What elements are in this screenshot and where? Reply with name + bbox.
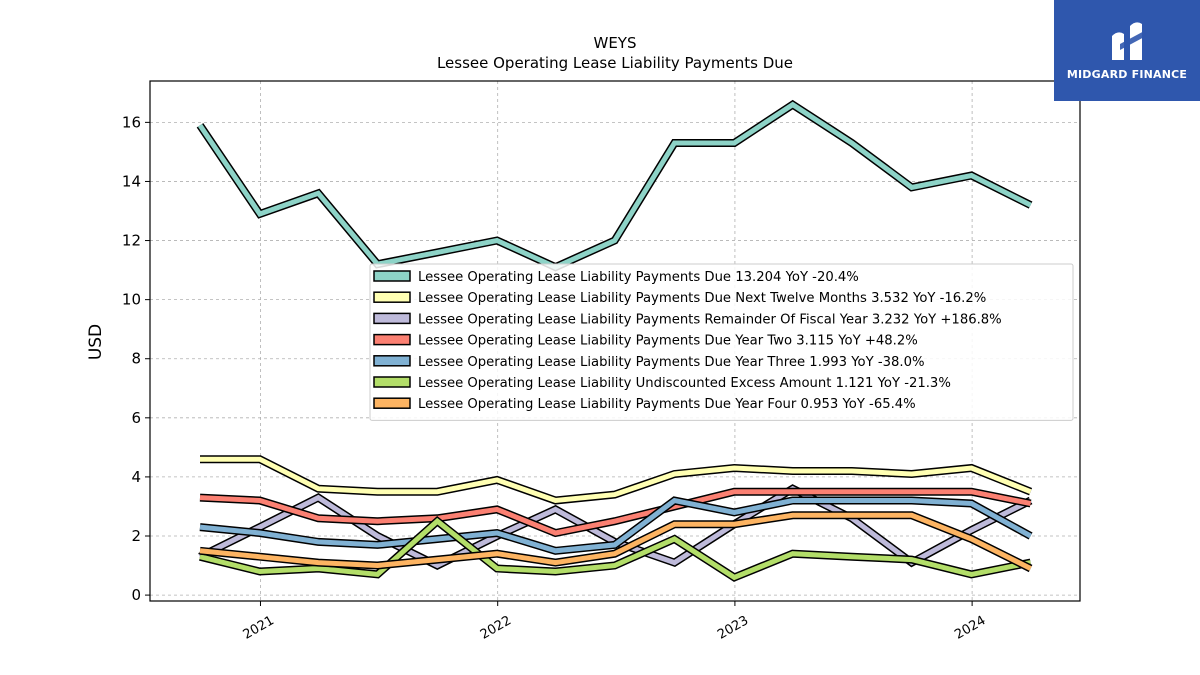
x-tick-label: 2023 xyxy=(715,613,751,643)
brand-name: MIDGARD FINANCE xyxy=(1066,68,1188,81)
chart-subtitle: Lessee Operating Lease Liability Payment… xyxy=(437,54,793,72)
x-tick-label: 2024 xyxy=(952,613,988,643)
legend-entry: Lessee Operating Lease Liability Payment… xyxy=(373,291,986,306)
legend-entry: Lessee Operating Lease Liability Payment… xyxy=(373,397,916,412)
legend-swatch xyxy=(373,291,411,303)
series-line xyxy=(199,512,1032,571)
legend-entry: Lessee Operating Lease Liability Payment… xyxy=(373,312,1002,327)
legend-swatch xyxy=(373,270,411,282)
legend-swatch xyxy=(373,312,411,325)
y-tick-label: 16 xyxy=(122,113,141,131)
legend-label: Lessee Operating Lease Liability Payment… xyxy=(418,312,1002,327)
series-7 xyxy=(199,511,1033,573)
y-tick-label: 14 xyxy=(122,172,141,190)
series-4 xyxy=(199,487,1032,538)
series-line xyxy=(199,489,1032,536)
y-tick-label: 6 xyxy=(131,409,141,427)
y-tick-label: 2 xyxy=(131,527,141,545)
series-1 xyxy=(196,99,1033,272)
series-line xyxy=(197,101,1032,270)
series-line xyxy=(199,497,1032,554)
y-tick-label: 12 xyxy=(122,232,141,250)
series-line xyxy=(199,517,1032,581)
legend-swatch xyxy=(373,397,411,409)
legend-swatch xyxy=(373,376,411,388)
x-tick-label: 2022 xyxy=(478,613,514,643)
legend-label: Lessee Operating Lease Liability Payment… xyxy=(418,355,925,370)
y-tick-label: 10 xyxy=(122,291,141,309)
legend-label: Lessee Operating Lease Liability Payment… xyxy=(418,334,918,349)
series-line xyxy=(200,456,1032,504)
y-tick-label: 8 xyxy=(131,350,141,368)
legend-label: Lessee Operating Lease Liability Undisco… xyxy=(418,376,951,391)
legend-box xyxy=(369,263,1074,421)
chart-title: WEYS xyxy=(594,34,637,52)
brand-mark-icon xyxy=(1112,22,1146,60)
legend-entry: Lessee Operating Lease Liability Payment… xyxy=(373,333,918,349)
series-layer xyxy=(196,99,1033,582)
series-5 xyxy=(199,496,1033,555)
brand-logo: MIDGARD FINANCE xyxy=(1054,0,1200,101)
legend-entry: Lessee Operating Lease Liability Undisco… xyxy=(373,376,951,391)
legend-label: Lessee Operating Lease Liability Payment… xyxy=(418,291,986,306)
legend-entry: Lessee Operating Lease Liability Payment… xyxy=(373,355,925,370)
legend-swatch xyxy=(373,355,411,367)
legend-label: Lessee Operating Lease Liability Payment… xyxy=(418,270,859,285)
series-6 xyxy=(199,515,1032,582)
legend: Lessee Operating Lease Liability Payment… xyxy=(369,263,1074,421)
x-tick-label: 2021 xyxy=(241,613,277,643)
y-axis-label: USD xyxy=(86,324,106,360)
plot-frame xyxy=(149,80,1081,602)
legend-entry: Lessee Operating Lease Liability Payment… xyxy=(373,270,859,285)
y-tick-label: 4 xyxy=(131,468,141,486)
legend-label: Lessee Operating Lease Liability Payment… xyxy=(418,397,916,412)
y-tick-label: 0 xyxy=(131,586,141,604)
legend-swatch xyxy=(373,333,411,346)
series-2 xyxy=(200,455,1033,505)
